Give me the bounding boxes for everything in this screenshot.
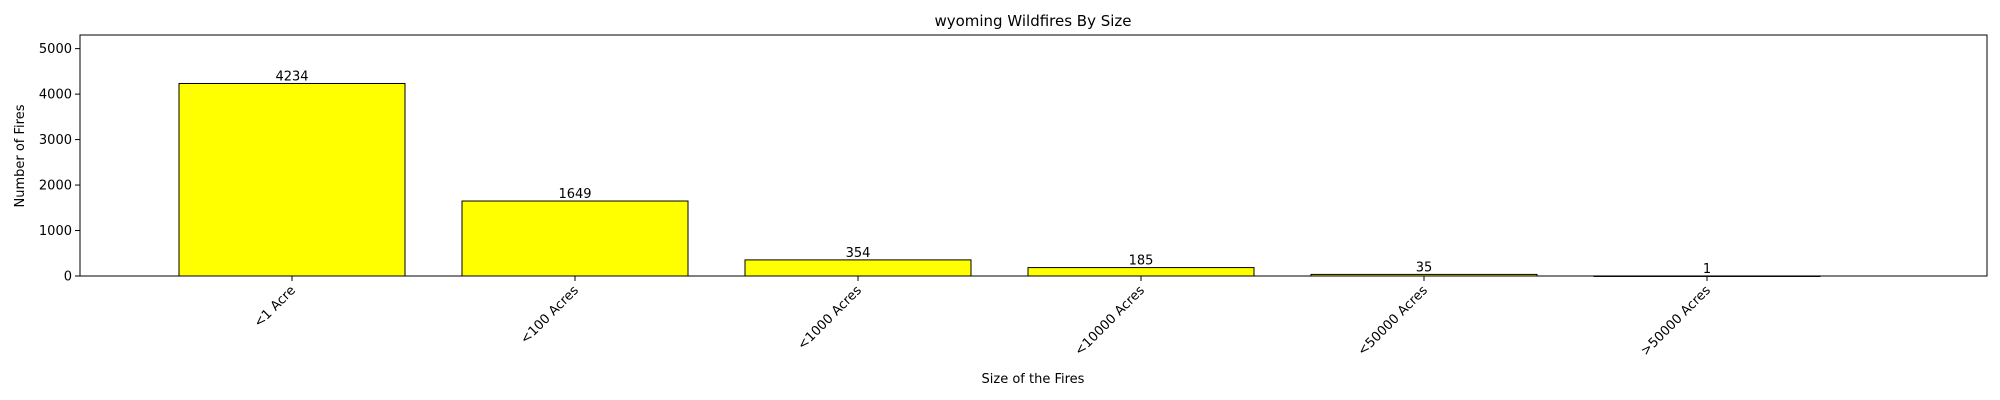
data-label: 185 [1129,254,1154,269]
x-axis: <1 Acre <100 Acres <1000 Acres <10000 Acres… [251,276,1714,359]
bar [178,82,406,277]
data-labels-group: 4234 1649 354 185 35 1 [275,69,1711,276]
y-tick-label: 3000 [39,133,72,148]
bar [1027,267,1255,277]
y-axis-label: Number of Fires [13,104,28,207]
data-label: 354 [846,246,871,261]
chart-title: wyoming Wildfires By Size [934,12,1131,30]
y-tick-label: 2000 [39,179,72,194]
x-axis-label: Size of the Fires [982,372,1085,387]
bar [744,259,972,277]
data-label: 1649 [558,187,591,202]
bar [461,200,689,277]
x-tick-label: >50000 Acres [1638,283,1714,359]
y-tick-label: 0 [64,270,72,285]
x-tick-label: <1000 Acres [795,283,865,353]
data-label: 35 [1416,260,1433,275]
y-tick-label: 4000 [39,88,72,103]
x-tick-label: <50000 Acres [1355,283,1431,359]
y-axis: 0 1000 2000 3000 4000 5000 [39,42,80,285]
x-tick-label: <10000 Acres [1072,283,1148,359]
bars-group [178,82,1821,277]
x-tick-label: <100 Acres [518,283,582,347]
x-tick-label: <1 Acre [251,283,298,330]
y-tick-label: 1000 [39,224,72,239]
y-tick-label: 5000 [39,42,72,57]
data-label: 4234 [275,69,308,84]
plot-frame [79,34,1988,277]
data-label: 1 [1703,262,1711,277]
